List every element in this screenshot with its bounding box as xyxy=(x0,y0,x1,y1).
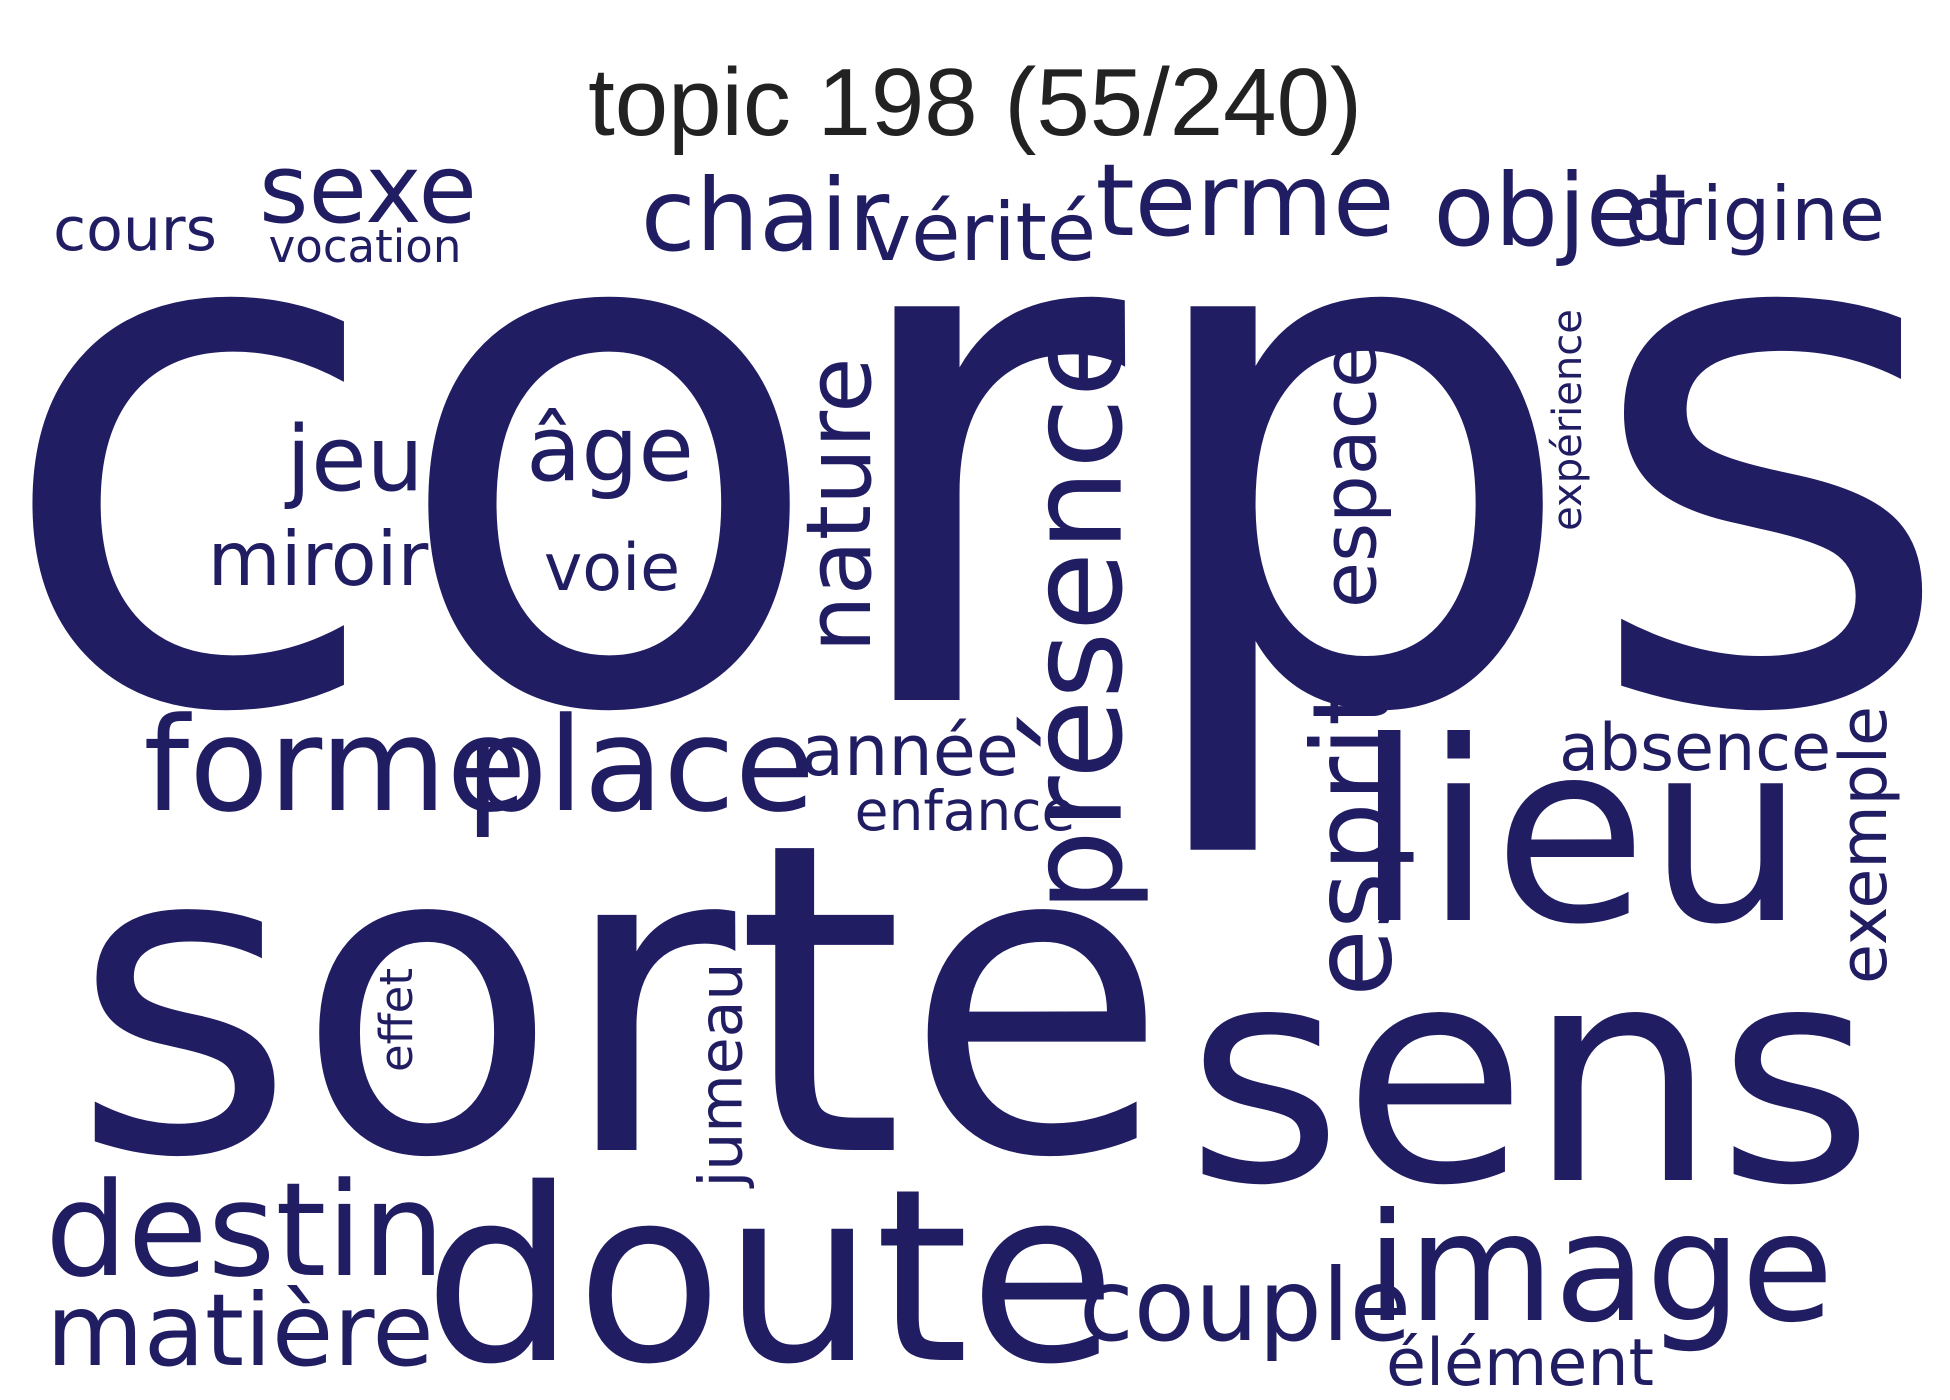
word-16: chair xyxy=(641,157,890,274)
word-17: sexe xyxy=(259,135,477,245)
word-29: jumeau xyxy=(687,963,757,1190)
word-10: destin xyxy=(45,1154,445,1306)
word-12: matière xyxy=(46,1272,434,1389)
word-23: vérité xyxy=(864,186,1096,279)
word-18: jeu xyxy=(284,407,423,512)
word-32: enfance xyxy=(855,779,1076,843)
word-6: image xyxy=(1366,1182,1833,1356)
word-24: origine xyxy=(1625,170,1885,258)
word-31: voie xyxy=(544,531,680,606)
word-27: absence xyxy=(1559,711,1831,786)
word-5: lieu xyxy=(1354,688,1805,979)
word-34: expérience xyxy=(1545,309,1591,531)
word-4: doute xyxy=(423,1137,1116,1400)
word-22: miroir xyxy=(208,515,429,603)
word-8: forme xyxy=(143,689,526,841)
word-21: exemple xyxy=(1827,706,1902,984)
word-11: couple xyxy=(1079,1247,1411,1364)
word-3: sens xyxy=(1186,902,1873,1251)
word-28: élément xyxy=(1386,1326,1654,1400)
word-20: âge xyxy=(526,397,694,502)
word-25: espace xyxy=(1306,342,1394,608)
word-33: effet xyxy=(370,968,423,1072)
wordcloud-title: topic 198 (55/240) xyxy=(588,49,1362,156)
word-9: place xyxy=(465,689,815,841)
word-7: présence xyxy=(1000,318,1152,913)
word-1: corps xyxy=(0,32,1950,870)
word-35: vocation xyxy=(269,220,462,273)
word-19: nature xyxy=(787,358,892,653)
word-2: sorte xyxy=(71,752,1168,1252)
word-15: objet xyxy=(1433,152,1686,269)
word-26: année xyxy=(801,710,1019,792)
word-14: terme xyxy=(1095,142,1394,259)
word-13: esprit xyxy=(1288,683,1416,997)
word-30: cours xyxy=(53,195,217,265)
